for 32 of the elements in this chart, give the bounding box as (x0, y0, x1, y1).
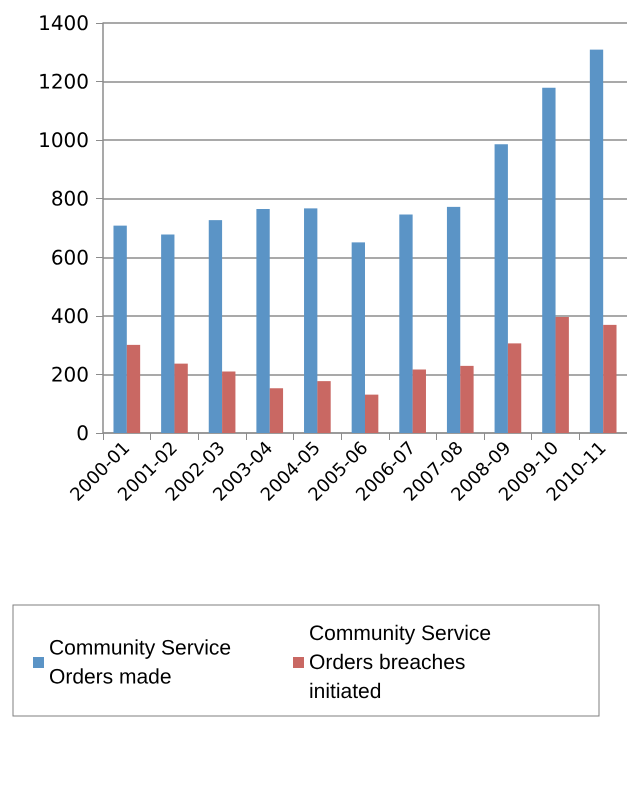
bar (126, 344, 140, 433)
bar (113, 226, 127, 433)
bar (412, 369, 426, 433)
bar (365, 394, 378, 433)
bar (590, 50, 604, 433)
bar (446, 206, 460, 433)
bar (508, 343, 522, 433)
bar (317, 381, 331, 433)
bar (174, 364, 188, 433)
y-tick-label: 1400 (38, 11, 89, 35)
bar (460, 366, 474, 433)
bar (399, 214, 413, 433)
bar (352, 242, 365, 433)
y-tick-label: 800 (50, 186, 89, 211)
bar (603, 324, 617, 433)
bar (222, 372, 236, 433)
bar (161, 234, 174, 433)
bar (208, 220, 222, 433)
y-tick-label: 600 (50, 245, 89, 270)
y-tick-label: 400 (50, 304, 89, 328)
bar (556, 317, 569, 433)
y-tick-label: 1200 (38, 70, 89, 94)
legend-label: Community Service Orders breaches initiated (309, 622, 497, 703)
bar (304, 208, 318, 433)
bar (494, 144, 508, 433)
bar (270, 388, 284, 433)
y-tick-label: 0 (76, 421, 89, 445)
bar (256, 208, 270, 433)
y-tick-label: 1000 (38, 128, 89, 152)
bar (542, 88, 556, 433)
legend-label: Community Service Orders made (49, 636, 237, 688)
y-tick-label: 200 (50, 362, 89, 386)
